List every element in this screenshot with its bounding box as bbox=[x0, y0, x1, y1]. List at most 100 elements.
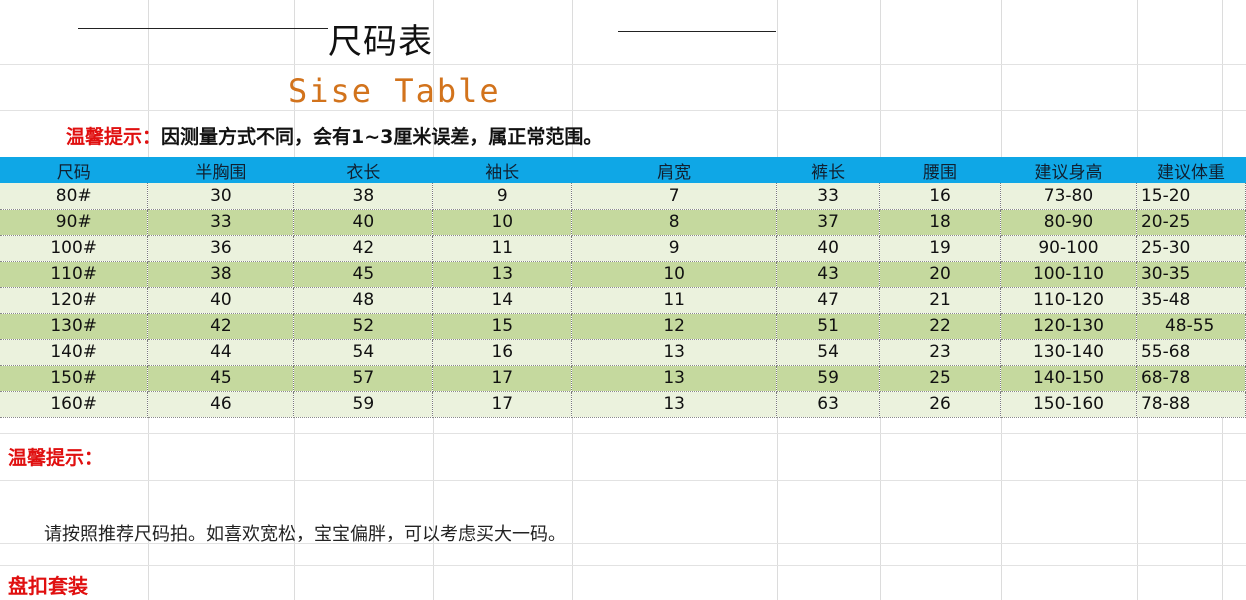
table-row: 80# 30 38 9 7 33 16 73-80 15-20 bbox=[0, 183, 1246, 210]
table-cell: 40 bbox=[147, 287, 295, 314]
table-cell: 130# bbox=[0, 313, 149, 340]
table-cell: 13 bbox=[432, 261, 573, 288]
table-cell: 80-90 bbox=[1000, 209, 1137, 236]
table-cell: 17 bbox=[432, 391, 573, 418]
table-cell: 25 bbox=[879, 365, 1001, 392]
grid-row-line bbox=[0, 565, 1246, 566]
header-length: 衣长 bbox=[293, 157, 434, 183]
page-title: 尺码表 bbox=[328, 22, 433, 62]
header-weight: 建议体重 bbox=[1136, 157, 1246, 183]
table-cell: 30 bbox=[147, 183, 295, 210]
table-cell: 160# bbox=[0, 391, 149, 418]
table-cell: 59 bbox=[776, 365, 881, 392]
table-cell: 10 bbox=[571, 261, 778, 288]
table-row: 90# 33 40 10 8 37 18 80-90 20-25 bbox=[0, 209, 1246, 236]
table-cell: 120# bbox=[0, 287, 149, 314]
table-cell: 14 bbox=[432, 287, 573, 314]
table-cell: 90# bbox=[0, 209, 149, 236]
table-cell: 150-160 bbox=[1000, 391, 1137, 418]
table-cell: 54 bbox=[293, 339, 434, 366]
title-rule-left bbox=[78, 28, 328, 29]
section-label: 盘扣套装 bbox=[8, 574, 88, 598]
title-rule-right bbox=[618, 31, 776, 32]
table-cell: 73-80 bbox=[1000, 183, 1137, 210]
tip-text: 因测量方式不同，会有1~3厘米误差，属正常范围。 bbox=[161, 126, 603, 148]
table-cell: 15-20 bbox=[1136, 183, 1246, 210]
table-cell: 33 bbox=[147, 209, 295, 236]
table-cell: 26 bbox=[879, 391, 1001, 418]
table-row: 160# 46 59 17 13 63 26 150-160 78-88 bbox=[0, 391, 1246, 418]
header-shoulder: 肩宽 bbox=[571, 157, 778, 183]
table-cell: 13 bbox=[571, 365, 778, 392]
table-cell: 35-48 bbox=[1136, 287, 1246, 314]
header-height: 建议身高 bbox=[1000, 157, 1137, 183]
table-cell: 11 bbox=[571, 287, 778, 314]
table-cell: 11 bbox=[432, 235, 573, 262]
table-cell: 23 bbox=[879, 339, 1001, 366]
table-cell: 38 bbox=[147, 261, 295, 288]
table-cell: 120-130 bbox=[1000, 313, 1137, 340]
grid-row-line bbox=[0, 64, 1246, 65]
table-cell: 51 bbox=[776, 313, 881, 340]
table-cell: 150# bbox=[0, 365, 149, 392]
table-cell: 40 bbox=[293, 209, 434, 236]
table-row: 100# 36 42 11 9 40 19 90-100 25-30 bbox=[0, 235, 1246, 262]
table-cell: 130-140 bbox=[1000, 339, 1137, 366]
table-cell: 90-100 bbox=[1000, 235, 1137, 262]
table-cell: 140-150 bbox=[1000, 365, 1137, 392]
table-cell: 80# bbox=[0, 183, 149, 210]
grid-row-line bbox=[0, 433, 1246, 434]
table-cell: 48 bbox=[293, 287, 434, 314]
table-cell: 36 bbox=[147, 235, 295, 262]
table-cell: 30-35 bbox=[1136, 261, 1246, 288]
header-waist: 腰围 bbox=[879, 157, 1001, 183]
table-cell: 12 bbox=[571, 313, 778, 340]
table-cell: 78-88 bbox=[1136, 391, 1246, 418]
grid-row-line bbox=[0, 480, 1246, 481]
table-cell: 44 bbox=[147, 339, 295, 366]
footer-note: 请按照推荐尺码拍。如喜欢宽松，宝宝偏胖，可以考虑买大一码。 bbox=[44, 524, 566, 545]
table-cell: 20-25 bbox=[1136, 209, 1246, 236]
table-cell: 18 bbox=[879, 209, 1001, 236]
table-cell: 63 bbox=[776, 391, 881, 418]
table-cell: 100-110 bbox=[1000, 261, 1137, 288]
table-cell: 22 bbox=[879, 313, 1001, 340]
table-cell: 54 bbox=[776, 339, 881, 366]
table-row: 150# 45 57 17 13 59 25 140-150 68-78 bbox=[0, 365, 1246, 392]
table-cell: 7 bbox=[571, 183, 778, 210]
table-cell: 110# bbox=[0, 261, 149, 288]
table-cell: 100# bbox=[0, 235, 149, 262]
header-half-chest: 半胸围 bbox=[147, 157, 295, 183]
table-cell: 9 bbox=[432, 183, 573, 210]
table-cell: 68-78 bbox=[1136, 365, 1246, 392]
grid-row-line bbox=[0, 110, 1246, 111]
table-cell: 45 bbox=[293, 261, 434, 288]
page-subtitle: Sise Table bbox=[288, 72, 501, 110]
table-row: 130# 42 52 15 12 51 22 120-130 48-55 bbox=[0, 313, 1246, 340]
table-cell: 20 bbox=[879, 261, 1001, 288]
table-cell: 19 bbox=[879, 235, 1001, 262]
header-size: 尺码 bbox=[0, 157, 149, 183]
tip-label: 温馨提示： bbox=[66, 126, 162, 148]
table-cell: 16 bbox=[432, 339, 573, 366]
table-cell: 13 bbox=[571, 391, 778, 418]
table-cell: 40 bbox=[776, 235, 881, 262]
table-cell: 42 bbox=[147, 313, 295, 340]
table-cell: 16 bbox=[879, 183, 1001, 210]
table-cell: 45 bbox=[147, 365, 295, 392]
table-cell: 43 bbox=[776, 261, 881, 288]
table-cell: 38 bbox=[293, 183, 434, 210]
table-cell: 140# bbox=[0, 339, 149, 366]
header-sleeve: 袖长 bbox=[432, 157, 573, 183]
table-cell: 46 bbox=[147, 391, 295, 418]
table-cell: 13 bbox=[571, 339, 778, 366]
table-cell: 110-120 bbox=[1000, 287, 1137, 314]
table-cell: 52 bbox=[293, 313, 434, 340]
table-row: 120# 40 48 14 11 47 21 110-120 35-48 bbox=[0, 287, 1246, 314]
table-cell: 17 bbox=[432, 365, 573, 392]
table-row: 140# 44 54 16 13 54 23 130-140 55-68 bbox=[0, 339, 1246, 366]
table-cell: 8 bbox=[571, 209, 778, 236]
table-cell: 9 bbox=[571, 235, 778, 262]
footer-tip-label: 温馨提示： bbox=[8, 447, 104, 469]
table-cell: 33 bbox=[776, 183, 881, 210]
